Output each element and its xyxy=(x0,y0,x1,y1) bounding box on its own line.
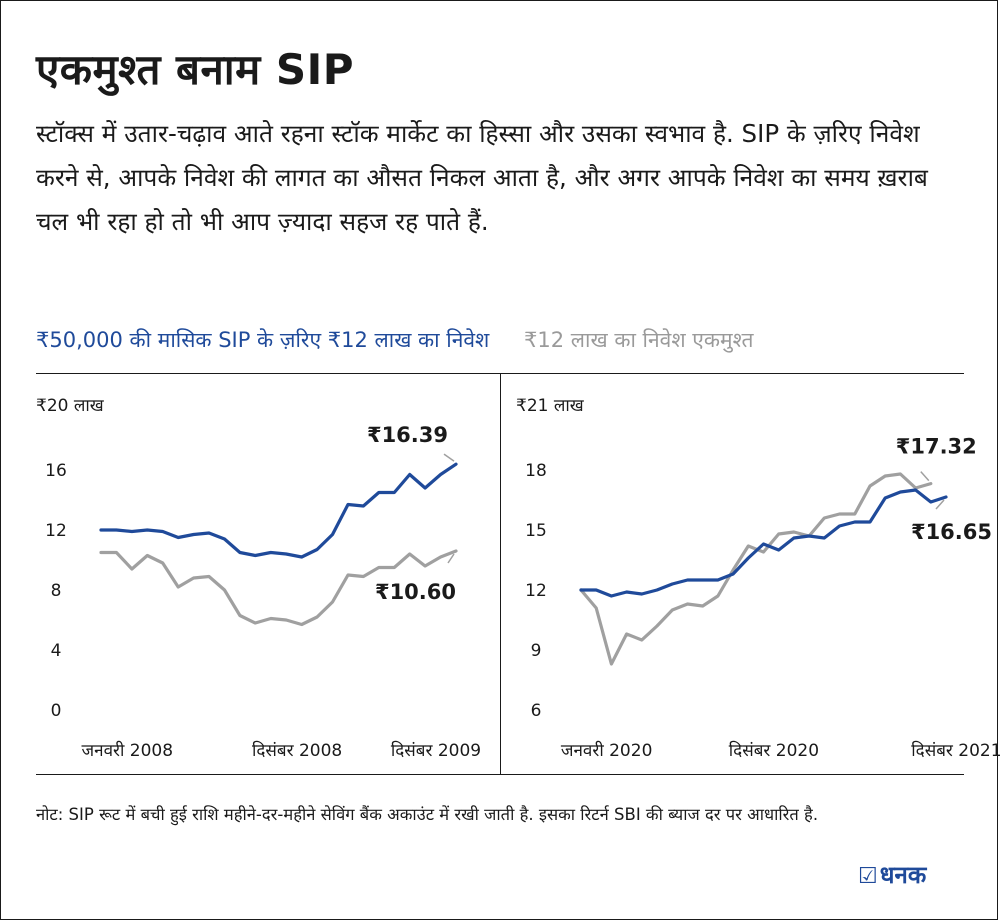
chart-2020: ₹21 लाख 6 9 12 15 18 जनवरी 2020 दिसंबर 2020 दिसं… xyxy=(516,396,1000,761)
bottom-rule xyxy=(36,774,964,775)
annotation-leader xyxy=(443,453,455,462)
y-tick-label: 8 xyxy=(51,581,62,601)
annotation-leader xyxy=(447,553,455,564)
brand-logo: ☑धनक xyxy=(858,858,926,891)
annotation-leader xyxy=(920,471,930,482)
x-tick-label: दिसंबर 2020 xyxy=(729,740,819,761)
page-title: एकमुश्त बनाम SIP xyxy=(36,45,355,94)
y-tick-label: 16 xyxy=(45,461,67,481)
x-tick-label: दिसंबर 2021 xyxy=(911,740,1000,761)
y-tick-label: 4 xyxy=(51,641,62,661)
x-tick-label: जनवरी 2008 xyxy=(82,740,174,761)
end-value-label: ₹17.32 xyxy=(896,435,977,459)
end-value-label: ₹10.60 xyxy=(375,580,456,604)
legend-lumpsum: ₹12 लाख का निवेश एकमुश्त xyxy=(524,328,754,352)
x-tick-label: दिसंबर 2008 xyxy=(252,740,342,761)
x-tick-label: जनवरी 2020 xyxy=(561,740,653,761)
y-axis-unit-label: ₹20 लाख xyxy=(36,396,105,416)
chart-2008: ₹20 लाख 0 4 8 12 16 जनवरी 2008 दिसंबर 2008 दिसंब… xyxy=(36,396,481,761)
brand-name: धनक xyxy=(879,861,927,889)
chart-legend: ₹50,000 की मासिक SIP के ज़रिए ₹12 लाख का… xyxy=(36,326,753,354)
legend-sip: ₹50,000 की मासिक SIP के ज़रिए ₹12 लाख का… xyxy=(36,328,490,352)
y-tick-label: 6 xyxy=(531,701,542,721)
footnote: नोट: SIP रूट में बची हुई राशि महीने-दर-म… xyxy=(36,805,819,824)
y-tick-label: 9 xyxy=(531,641,542,661)
end-value-label: ₹16.65 xyxy=(911,520,992,544)
end-value-label: ₹16.39 xyxy=(367,423,448,447)
y-tick-label: 15 xyxy=(525,521,547,541)
series-line-sip xyxy=(99,462,458,559)
y-tick-label: 18 xyxy=(525,461,547,481)
y-axis-unit-label: ₹21 लाख xyxy=(516,396,585,416)
series-line-sip xyxy=(579,488,948,598)
annotation-leader xyxy=(935,499,945,510)
x-tick-label: दिसंबर 2009 xyxy=(391,740,481,761)
intro-text: स्टॉक्स में उतार-चढ़ाव आते रहना स्टॉक मा… xyxy=(36,119,928,236)
series-line-lumpsum xyxy=(579,472,933,666)
check-box-icon: ☑ xyxy=(858,864,878,889)
series-line-lumpsum xyxy=(99,549,458,627)
y-tick-label: 12 xyxy=(45,521,67,541)
y-tick-label: 0 xyxy=(51,701,62,721)
panel-divider xyxy=(500,373,501,774)
y-tick-label: 12 xyxy=(525,581,547,601)
